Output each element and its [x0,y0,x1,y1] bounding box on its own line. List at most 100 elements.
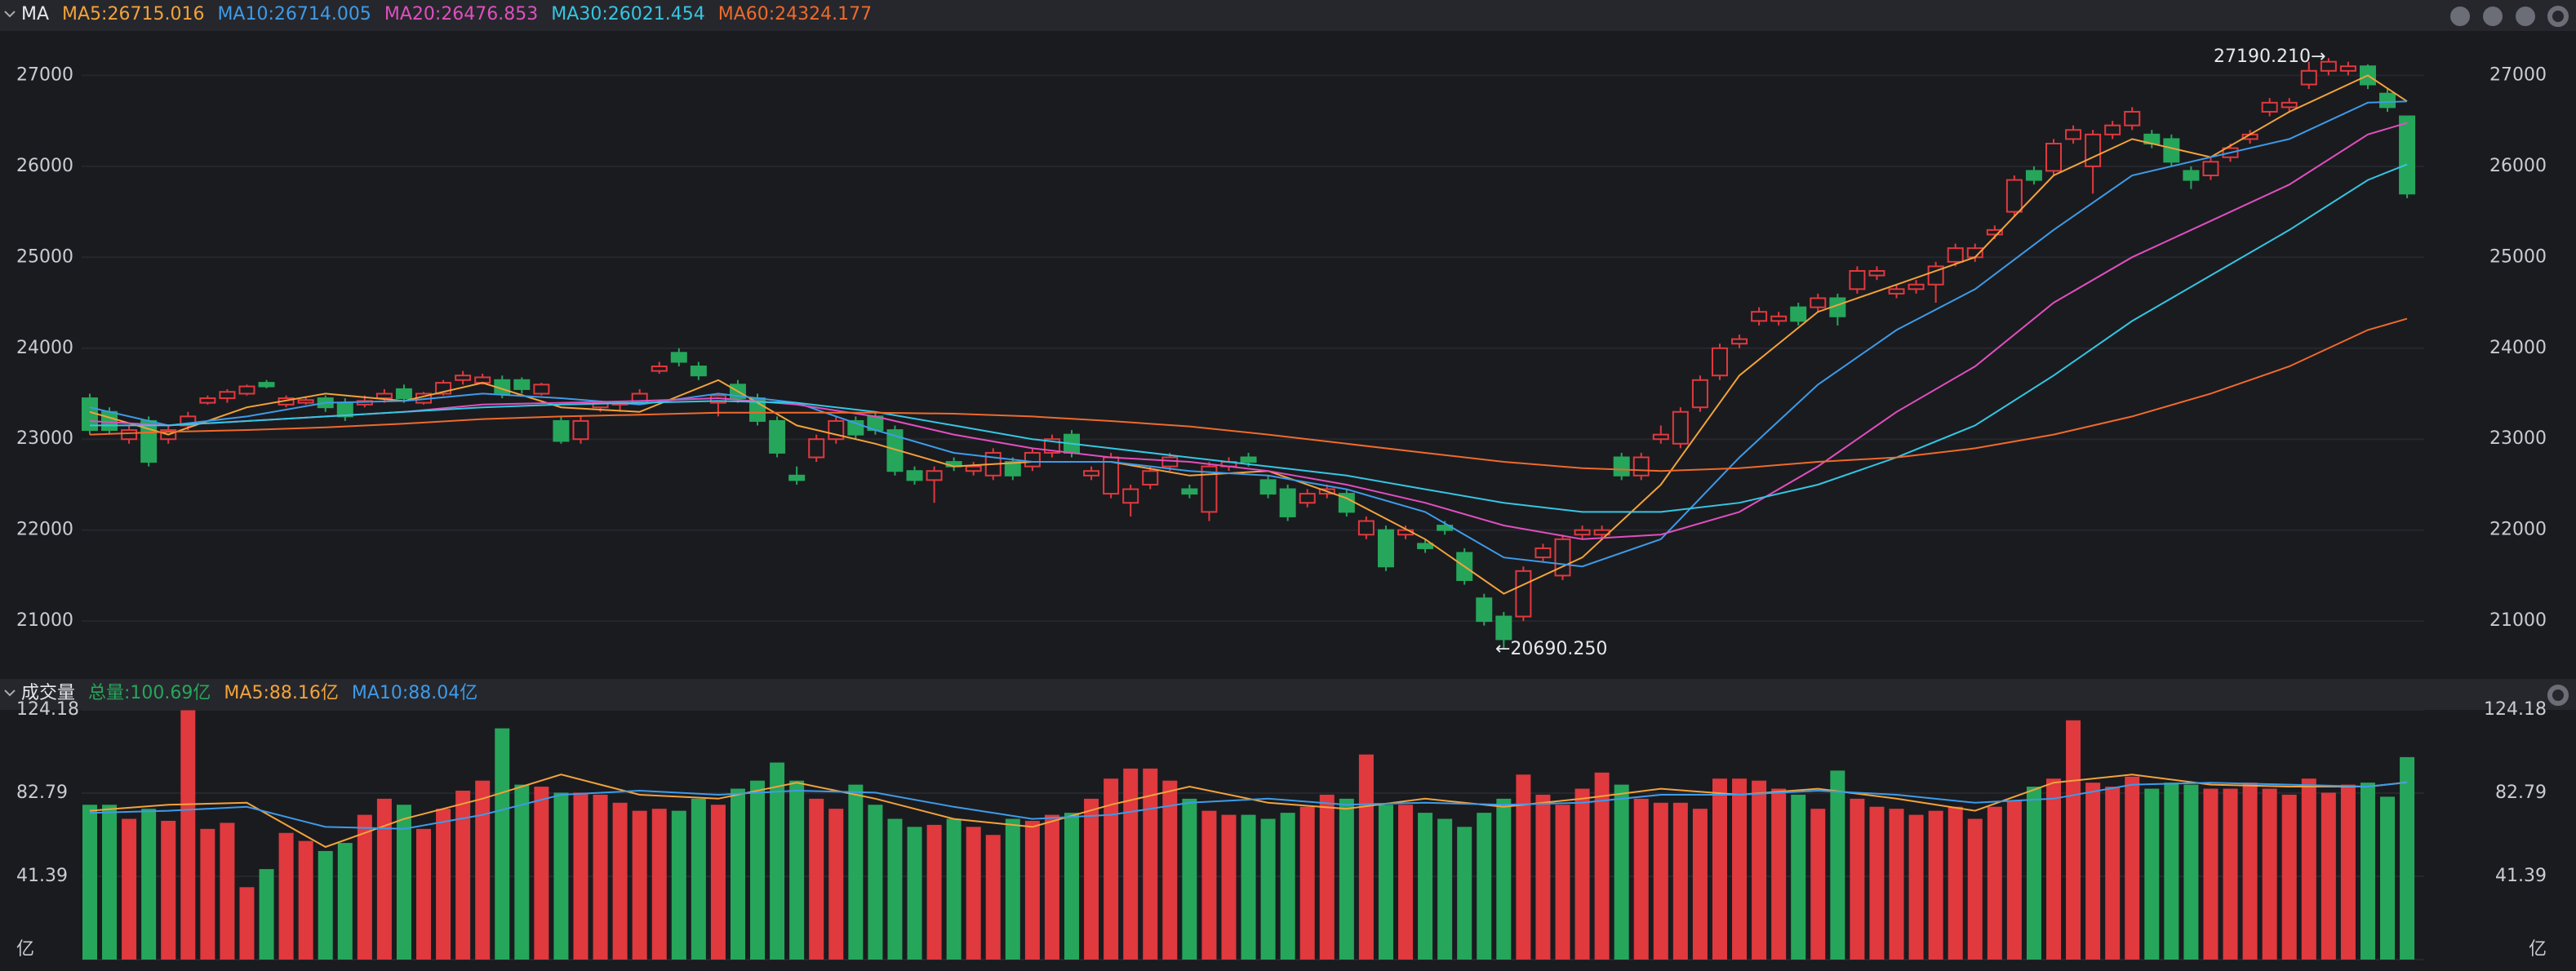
volume-bar [436,809,451,960]
candle-body [788,474,806,481]
y-tick-label: 21000 [2489,610,2547,631]
volume-bar [357,814,372,960]
volume-bar [1496,798,1512,960]
volume-bar [2006,800,2022,960]
candle-body [1751,311,1768,322]
volume-bar [1633,798,1649,960]
volume-bar [376,798,392,960]
y-tick-label: 亿 [16,939,34,960]
header-label: MA60:24324.177 [718,4,872,24]
candle-body [1554,538,1571,577]
volume-bar [1830,770,1845,960]
y-tick-label: 41.39 [2495,866,2547,886]
y-tick-label: 22000 [16,520,73,540]
y-tick-label: 26000 [16,156,73,176]
volume-bar [1732,778,1748,960]
y-tick-label: 23000 [2489,428,2547,449]
volume-bar [868,805,883,960]
ma-line [89,317,2408,472]
candle-body [121,429,138,441]
volume-bar [553,792,569,960]
volume-bar [318,850,333,960]
volume-bar [1162,780,1178,960]
volume-bar [1477,813,1492,960]
candle-body [1279,488,1296,517]
candle-body [1201,465,1218,513]
volume-bar [1221,814,1237,960]
candle-body [258,382,275,388]
volume-bar [1850,798,1865,960]
volume-bar [416,828,432,960]
y-tick-label: 82.79 [2495,783,2547,803]
volume-bar [122,818,137,960]
candle-body [2085,133,2102,167]
volume-bar [1752,780,1767,960]
volume-bar [1064,813,1079,960]
volume-bar [1260,818,1276,960]
y-tick-label: 124.18 [2484,699,2547,720]
volume-bar [1182,798,1197,960]
volume-bar [2203,788,2218,960]
volume-bar [1299,806,1315,960]
candle-body [455,375,472,381]
volume-bar [82,805,97,960]
volume-bar [730,788,745,960]
header-label: 总量:100.69亿 [88,683,211,703]
volume-bar [1044,814,1059,960]
volume-bar [1437,818,1453,960]
y-tick-label: 124.18 [16,699,79,720]
settings-button[interactable] [2547,685,2569,706]
candle-body [1142,470,1159,486]
volume-bar [2400,756,2415,960]
candle-body [2065,129,2082,140]
header-buttons [2450,6,2569,706]
candle-body [886,429,904,472]
volume-bar [632,810,647,960]
candle-body [2045,142,2062,172]
volume-bar [1712,778,1727,960]
candle-body [1024,451,1041,468]
volume-bar [298,840,313,960]
candle-body [1888,288,1905,295]
ma-line [90,163,2408,513]
header-label: MA5:26715.016 [62,4,204,24]
volume-bar [220,822,235,960]
volume-bar [809,798,824,960]
volume-bar [1771,788,1787,960]
candle-body [395,388,412,400]
candle-body [2202,161,2219,176]
y-tick-label: 25000 [2489,246,2547,267]
candle-body [180,415,197,427]
volume-bar [200,828,215,960]
candle-body [1691,379,1708,409]
volume-bar [789,780,805,960]
minimize-button[interactable] [2450,7,2470,26]
volume-bar [337,843,353,960]
candle-body [1810,297,1827,308]
volume-bar [651,809,667,960]
candle-body [1004,461,1021,477]
volume-bar [612,802,628,960]
volume-bar [1810,809,1826,960]
volume-bar [2360,783,2375,960]
candle-body [1161,456,1179,468]
header-label: MA10:26714.005 [217,4,371,24]
collapse-icon[interactable] [4,11,16,18]
volume-bar [1967,818,1983,960]
volume-bar [2125,776,2140,960]
candle-body [2163,138,2180,163]
y-tick-label: 26000 [2489,156,2547,176]
volume-bar [2380,796,2396,960]
volume-bar [1555,805,1570,960]
remove-button[interactable] [2516,7,2535,26]
y-tick-label: 22000 [2489,520,2547,540]
collapse-icon[interactable] [4,689,16,697]
candle-body [2025,170,2042,181]
add-button[interactable] [2483,7,2503,26]
volume-bar [2281,794,2297,960]
settings-button[interactable] [2547,6,2569,27]
y-tick-label: 亿 [2529,939,2547,960]
candle-body [1632,456,1650,477]
candle-body [690,366,707,377]
